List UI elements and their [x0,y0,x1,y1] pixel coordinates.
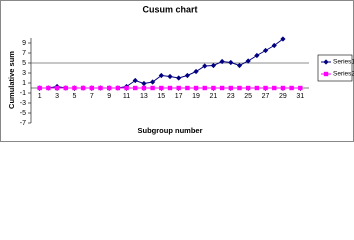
point [141,80,147,87]
point [89,85,95,91]
point [115,85,121,91]
point [124,85,129,91]
point [202,63,208,69]
legend-box [317,54,353,82]
x-tick-label: 3 [55,93,59,100]
point [219,58,225,65]
point [167,73,173,80]
point [245,85,251,91]
point [236,62,243,69]
point [193,85,199,91]
chart: Cusum chart Subgroup number Cumulative s… [0,0,354,142]
x-tick-label: 23 [227,93,235,100]
point [37,85,42,91]
point [210,62,217,69]
point [262,47,269,54]
point [202,85,207,91]
chart-border [0,0,354,142]
point [184,72,190,79]
point [167,85,173,91]
point [323,59,329,65]
point [298,85,303,91]
point [141,85,147,91]
point [254,52,260,59]
point [323,71,329,77]
point [132,77,138,84]
point [106,85,112,91]
y-tick-label: 9 [22,40,26,47]
point [228,59,234,66]
y-tick-label: 7 [22,50,26,57]
point [219,85,225,91]
point [211,85,216,91]
point [150,79,156,85]
y-axis-title: Cumulative sum [7,51,16,109]
x-tick-label: 19 [192,93,200,100]
chart-title: Cusum chart [142,4,197,14]
y-tick-label: -7 [20,120,26,127]
y-tick-label: -3 [20,100,26,107]
y-tick-label: -5 [20,110,26,117]
x-tick-label: 17 [175,93,183,100]
legend-label: Series2 [333,71,354,78]
point [63,85,68,91]
x-axis-title: Subgroup number [138,126,203,135]
point [46,85,51,91]
x-tick-label: 9 [107,93,111,100]
point [80,85,86,91]
point [72,85,77,91]
point [176,75,182,81]
point [54,85,60,91]
legend-label: Series1 [333,59,354,66]
x-tick-label: 7 [90,93,94,100]
x-tick-label: 21 [210,93,218,100]
x-tick-label: 27 [262,93,270,100]
x-tick-label: 1 [38,93,42,100]
x-tick-label: 5 [72,93,76,100]
y-tick-label: 3 [22,70,26,77]
x-tick-label: 13 [140,93,148,100]
y-tick-label: 5 [22,60,26,67]
y-tick-label: 1 [22,80,26,87]
point [133,85,138,91]
point [289,85,294,91]
point [98,85,103,91]
x-tick-label: 11 [123,93,130,100]
point [228,85,234,91]
point [271,42,277,49]
x-tick-label: 15 [157,93,165,100]
y-tick-label: -1 [20,90,26,97]
point [193,68,199,75]
point [176,85,181,91]
point [280,36,286,42]
point [159,85,164,91]
point [158,72,164,79]
point [280,85,286,91]
point [185,85,190,91]
point [150,85,155,91]
point [263,85,268,91]
point [272,85,277,91]
x-tick-label: 31 [296,93,304,100]
x-tick-label: 25 [244,93,252,100]
x-tick-label: 29 [279,93,287,100]
point [237,85,242,91]
point [254,85,260,91]
point [245,58,251,64]
